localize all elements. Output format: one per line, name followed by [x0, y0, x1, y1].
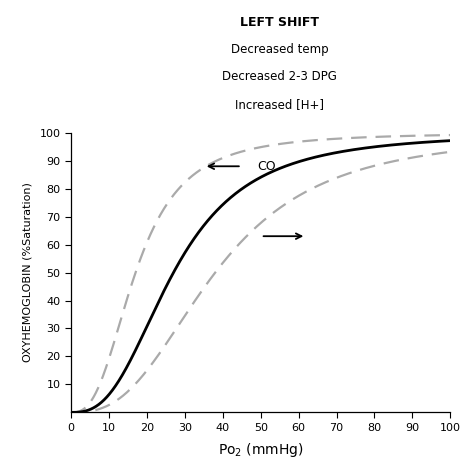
Text: Increased [H+]: Increased [H+] [235, 98, 324, 110]
Y-axis label: OXYHEMOGLOBIN (%Saturation): OXYHEMOGLOBIN (%Saturation) [23, 182, 33, 363]
Text: CO: CO [257, 160, 275, 173]
X-axis label: Po$_2$ (mmHg): Po$_2$ (mmHg) [218, 441, 304, 459]
Text: LEFT SHIFT: LEFT SHIFT [240, 16, 319, 29]
Text: Decreased 2-3 DPG: Decreased 2-3 DPG [222, 71, 337, 83]
Text: Decreased temp: Decreased temp [231, 43, 328, 56]
